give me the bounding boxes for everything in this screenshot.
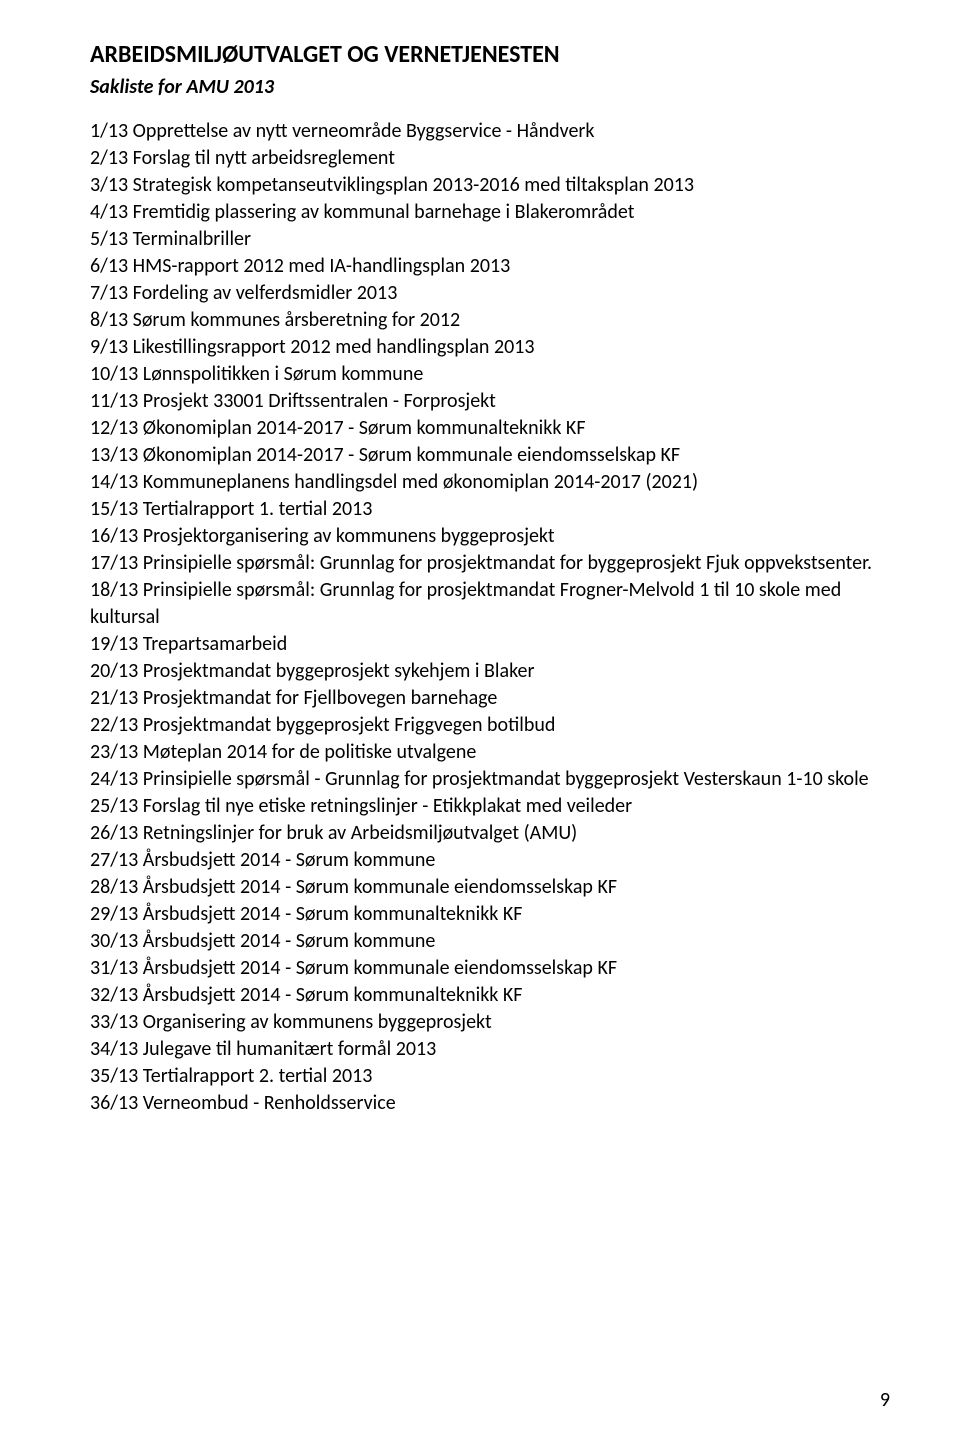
list-item: 7/13 Fordeling av velferdsmidler 2013 <box>90 280 890 307</box>
list-item: 8/13 Sørum kommunes årsberetning for 201… <box>90 307 890 334</box>
agenda-list: 1/13 Opprettelse av nytt verneområde Byg… <box>90 118 890 1117</box>
list-item: 27/13 Årsbudsjett 2014 - Sørum kommune <box>90 847 890 874</box>
list-item: 4/13 Fremtidig plassering av kommunal ba… <box>90 199 890 226</box>
list-item: 33/13 Organisering av kommunens byggepro… <box>90 1009 890 1036</box>
list-item: 23/13 Møteplan 2014 for de politiske utv… <box>90 739 890 766</box>
list-item: 30/13 Årsbudsjett 2014 - Sørum kommune <box>90 928 890 955</box>
list-item: 29/13 Årsbudsjett 2014 - Sørum kommunalt… <box>90 901 890 928</box>
list-item: 18/13 Prinsipielle spørsmål: Grunnlag fo… <box>90 577 890 631</box>
list-item: 31/13 Årsbudsjett 2014 - Sørum kommunale… <box>90 955 890 982</box>
list-item: 34/13 Julegave til humanitært formål 201… <box>90 1036 890 1063</box>
list-item: 21/13 Prosjektmandat for Fjellbovegen ba… <box>90 685 890 712</box>
list-item: 32/13 Årsbudsjett 2014 - Sørum kommunalt… <box>90 982 890 1009</box>
list-item: 6/13 HMS-rapport 2012 med IA-handlingspl… <box>90 253 890 280</box>
list-item: 10/13 Lønnspolitikken i Sørum kommune <box>90 361 890 388</box>
main-heading: ARBEIDSMILJØUTVALGET OG VERNETJENESTEN <box>90 40 890 70</box>
list-item: 17/13 Prinsipielle spørsmål: Grunnlag fo… <box>90 550 890 577</box>
list-item: 36/13 Verneombud - Renholdsservice <box>90 1090 890 1117</box>
list-item: 19/13 Trepartsamarbeid <box>90 631 890 658</box>
list-item: 5/13 Terminalbriller <box>90 226 890 253</box>
list-item: 26/13 Retningslinjer for bruk av Arbeids… <box>90 820 890 847</box>
list-item: 2/13 Forslag til nytt arbeidsreglement <box>90 145 890 172</box>
list-item: 24/13 Prinsipielle spørsmål - Grunnlag f… <box>90 766 890 793</box>
list-item: 12/13 Økonomiplan 2014-2017 - Sørum komm… <box>90 415 890 442</box>
list-item: 14/13 Kommuneplanens handlingsdel med øk… <box>90 469 890 496</box>
list-item: 1/13 Opprettelse av nytt verneområde Byg… <box>90 118 890 145</box>
list-item: 9/13 Likestillingsrapport 2012 med handl… <box>90 334 890 361</box>
list-item: 16/13 Prosjektorganisering av kommunens … <box>90 523 890 550</box>
list-item: 22/13 Prosjektmandat byggeprosjekt Frigg… <box>90 712 890 739</box>
list-item: 35/13 Tertialrapport 2. tertial 2013 <box>90 1063 890 1090</box>
list-item: 20/13 Prosjektmandat byggeprosjekt sykeh… <box>90 658 890 685</box>
list-item: 3/13 Strategisk kompetanseutviklingsplan… <box>90 172 890 199</box>
subheading: Sakliste for AMU 2013 <box>90 74 890 100</box>
list-item: 15/13 Tertialrapport 1. tertial 2013 <box>90 496 890 523</box>
list-item: 13/13 Økonomiplan 2014-2017 - Sørum komm… <box>90 442 890 469</box>
page-number: 9 <box>880 1388 890 1412</box>
list-item: 11/13 Prosjekt 33001 Driftssentralen - F… <box>90 388 890 415</box>
list-item: 25/13 Forslag til nye etiske retningslin… <box>90 793 890 820</box>
list-item: 28/13 Årsbudsjett 2014 - Sørum kommunale… <box>90 874 890 901</box>
document-page: ARBEIDSMILJØUTVALGET OG VERNETJENESTEN S… <box>0 0 960 1452</box>
